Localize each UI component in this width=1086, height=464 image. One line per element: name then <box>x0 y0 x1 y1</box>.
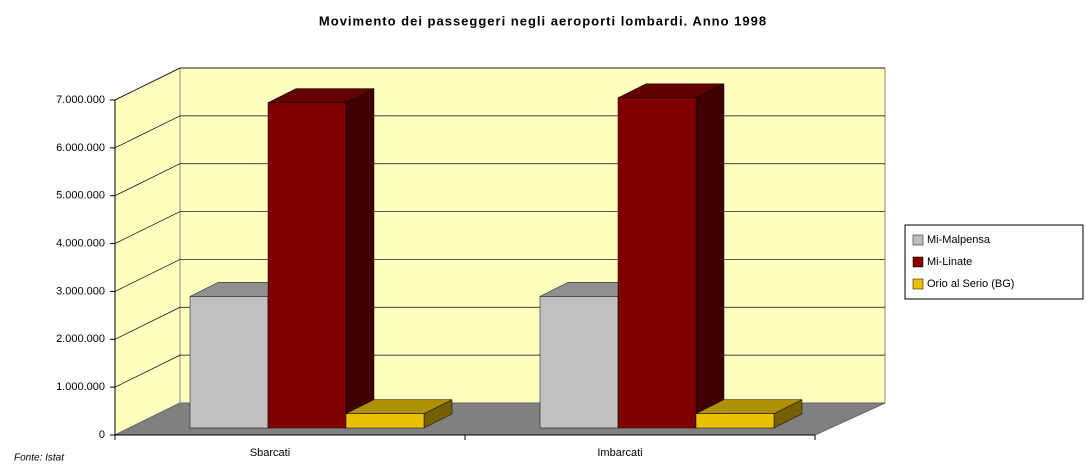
y-tick-label: 3.000.000 <box>56 285 105 297</box>
bar <box>617 97 697 429</box>
y-tick-label: 1.000.000 <box>56 381 105 393</box>
side-wall <box>114 67 181 436</box>
source-note: Fonte: Istat <box>14 453 65 464</box>
y-tick-label: 0 <box>99 429 105 441</box>
legend-box <box>904 224 1084 300</box>
x-tick-label: Sbarcati <box>250 447 290 459</box>
bar-side <box>345 88 375 429</box>
bar <box>695 413 775 429</box>
chart-title: Movimento dei passeggeri negli aeroporti… <box>319 13 767 28</box>
bar <box>267 102 347 429</box>
bar <box>539 296 619 429</box>
legend-label: Orio al Serio (BG) <box>927 278 1014 290</box>
y-tick-label: 4.000.000 <box>56 237 105 249</box>
x-tick-label: Imbarcati <box>597 447 642 459</box>
legend-label: Mi-Malpensa <box>927 234 991 246</box>
bar <box>189 296 269 429</box>
y-tick-label: 7.000.000 <box>56 94 105 106</box>
y-tick-label: 5.000.000 <box>56 190 105 202</box>
grid-line <box>114 67 885 101</box>
legend-swatch <box>912 256 924 268</box>
legend-label: Mi-Linate <box>927 256 972 268</box>
legend-swatch <box>912 278 924 290</box>
y-tick-label: 2.000.000 <box>56 333 105 345</box>
bar-side <box>695 83 725 429</box>
bar <box>345 413 425 429</box>
y-tick-label: 6.000.000 <box>56 142 105 154</box>
legend-swatch <box>912 234 924 246</box>
